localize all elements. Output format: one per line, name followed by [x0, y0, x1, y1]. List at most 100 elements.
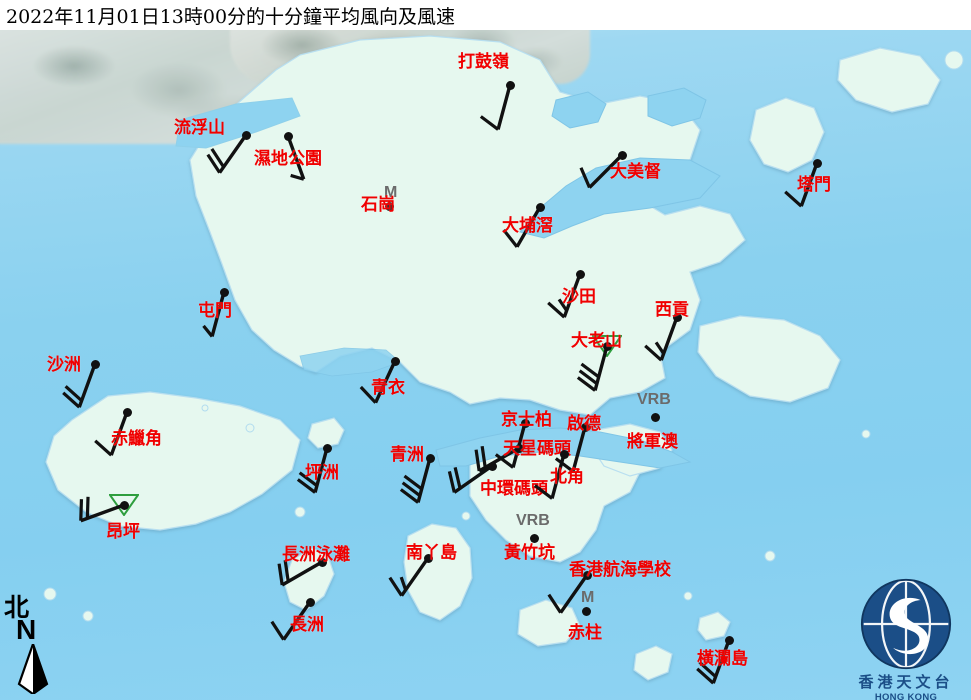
wind-barb-icon	[296, 447, 329, 494]
station-status-code: M	[384, 184, 398, 201]
station-dot	[425, 453, 435, 463]
wind-barb-icon	[579, 153, 624, 189]
compass-label-en: N	[16, 614, 37, 645]
wind-barb-icon	[479, 84, 512, 131]
station-label: 將軍澳	[627, 432, 678, 452]
station-dot	[283, 131, 293, 141]
station-dot	[219, 287, 229, 297]
station-dot	[650, 412, 660, 422]
station-dot	[559, 449, 569, 459]
wind-barb-icon	[784, 162, 819, 208]
compass-rose: 北 N	[4, 588, 70, 696]
station-label: 天星碼頭	[503, 439, 571, 459]
hko-emblem-icon	[860, 578, 952, 670]
wind-barb-icon	[576, 345, 609, 392]
station-dot	[672, 312, 682, 322]
station-label: 西貢	[655, 300, 689, 320]
station-dot	[384, 201, 394, 211]
station-label: 大美督	[610, 162, 661, 182]
compass-needle-icon	[17, 644, 49, 694]
wind-barb-icon	[286, 135, 306, 181]
station-label: 長洲泳灘	[282, 545, 350, 565]
station-status-code: VRB	[637, 391, 671, 408]
hko-name-en: HONG KONG OBSERVATORY	[874, 692, 938, 700]
station-label: 濕地公園	[254, 149, 322, 169]
station-label: 啟德	[567, 414, 601, 434]
wind-barb-icon	[94, 411, 129, 457]
station-dot	[487, 461, 497, 471]
station-label: 打鼓嶺	[458, 52, 509, 72]
station-dot	[317, 557, 327, 567]
station-dot	[602, 341, 612, 351]
station-label: 京士柏	[501, 410, 552, 430]
station-dot	[581, 606, 591, 616]
elevated-station-triangle-icon	[592, 335, 622, 357]
station-label: 橫瀾島	[697, 649, 748, 669]
station-dot	[724, 635, 734, 645]
station-label: 石崗	[361, 195, 395, 215]
station-dot	[514, 443, 524, 453]
wind-barb-icon	[359, 360, 397, 404]
station-status-code: M	[581, 589, 595, 606]
station-label: 北角	[550, 467, 584, 487]
station-label: 昂坪	[106, 522, 140, 542]
station-dot	[575, 269, 585, 279]
station-dot	[90, 359, 100, 369]
station-dot	[617, 150, 627, 160]
station-dot	[812, 158, 822, 168]
hko-name-cn: 香港天文台	[858, 673, 954, 691]
station-label: 大老山	[571, 331, 622, 351]
station-label: 坪洲	[305, 463, 339, 483]
station-label: 赤鱲角	[111, 429, 162, 449]
wind-barb-icon	[533, 453, 566, 500]
wind-barb-icon	[502, 206, 542, 248]
wind-barb-icon	[79, 496, 125, 523]
wind-barb-icon	[62, 363, 97, 409]
station-dot	[580, 422, 590, 432]
station-dot	[241, 130, 251, 140]
station-label: 青洲	[390, 445, 424, 465]
station-dot	[305, 597, 315, 607]
station-dot	[119, 500, 129, 510]
station-label: 香港航海學校	[569, 560, 671, 580]
wind-barb-icon	[547, 273, 582, 319]
station-label: 長洲	[290, 615, 324, 635]
station-label: 屯門	[198, 301, 232, 321]
station-label: 塔門	[797, 175, 831, 195]
station-dot	[535, 202, 545, 212]
wind-barb-icon	[644, 316, 679, 362]
station-label: 黃竹坑	[504, 543, 555, 563]
wind-barb-icon	[399, 457, 432, 504]
compass-label-cn: 北	[4, 593, 30, 622]
wind-barb-icon	[277, 559, 323, 587]
station-status-code: VRB	[516, 512, 550, 529]
station-dot	[322, 443, 332, 453]
station-label: 流浮山	[174, 118, 225, 138]
wind-barb-icon	[554, 426, 587, 473]
station-dot	[520, 418, 530, 428]
station-label: 南丫島	[406, 543, 457, 563]
station-dot	[505, 80, 515, 90]
wind-barb-icon	[202, 291, 226, 338]
station-dot	[529, 533, 539, 543]
station-label: 中環碼頭	[480, 479, 548, 499]
station-dot	[390, 356, 400, 366]
page-title: 2022年11月01日13時00分的十分鐘平均風向及風速	[6, 6, 456, 28]
station-label: 沙田	[562, 287, 596, 307]
wind-barb-icon	[388, 557, 430, 597]
wind-barb-icon	[474, 445, 520, 473]
wind-barb-icon	[270, 601, 312, 641]
hko-logo: 香港天文台 HONG KONG OBSERVATORY	[846, 578, 966, 700]
station-label: 青衣	[371, 378, 405, 398]
station-dot	[423, 553, 433, 563]
wind-barb-icon	[206, 134, 248, 174]
station-label: 沙洲	[47, 355, 81, 375]
elevated-station-triangle-icon	[109, 494, 139, 516]
station-dot	[582, 570, 592, 580]
wind-barb-icon	[547, 574, 589, 614]
station-dot	[122, 407, 132, 417]
title-bar: 2022年11月01日13時00分的十分鐘平均風向及風速	[0, 0, 971, 30]
station-label: 赤柱	[568, 623, 602, 643]
